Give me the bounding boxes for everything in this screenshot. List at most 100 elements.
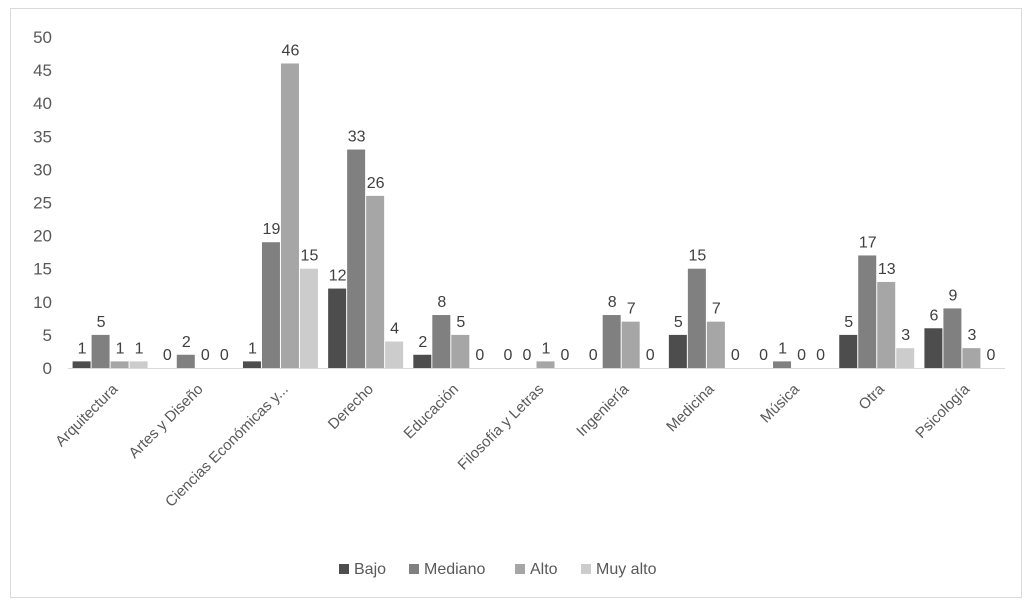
bar-8-1 xyxy=(773,361,792,368)
legend-swatch-2 xyxy=(515,564,525,574)
data-label-1-0: 0 xyxy=(163,347,172,364)
y-tick-label-1: 5 xyxy=(43,326,52,345)
bar-9-0 xyxy=(839,334,858,368)
legend-label-2: Alto xyxy=(530,561,558,578)
data-label-0-0: 1 xyxy=(78,340,87,357)
bar-0-1 xyxy=(91,334,110,368)
y-tick-label-4: 20 xyxy=(33,227,52,246)
y-tick-label-2: 10 xyxy=(33,293,52,312)
data-label-10-0: 6 xyxy=(929,307,938,324)
data-label-5-2: 1 xyxy=(542,340,551,357)
data-label-9-0: 5 xyxy=(844,314,853,331)
category-label-9: Otra xyxy=(855,380,888,413)
bar-7-2 xyxy=(706,321,725,368)
data-label-2-2: 46 xyxy=(282,42,300,59)
data-label-8-0: 0 xyxy=(759,347,768,364)
data-label-7-0: 5 xyxy=(674,314,683,331)
data-label-3-3: 4 xyxy=(390,321,399,338)
bar-4-1 xyxy=(432,315,451,368)
y-tick-label-0: 0 xyxy=(43,359,52,378)
data-label-5-3: 0 xyxy=(561,347,570,364)
bar-2-0 xyxy=(242,361,261,368)
bar-3-3 xyxy=(385,341,404,368)
data-label-4-2: 5 xyxy=(456,314,465,331)
bar-10-0 xyxy=(924,328,943,368)
data-label-2-0: 1 xyxy=(248,340,257,357)
bar-0-0 xyxy=(72,361,91,368)
legend-label-1: Mediano xyxy=(424,561,485,578)
y-tick-label-3: 15 xyxy=(33,260,52,279)
bar-4-2 xyxy=(451,334,470,368)
bar-7-0 xyxy=(668,334,687,368)
legend-swatch-3 xyxy=(581,564,591,574)
data-label-6-0: 0 xyxy=(589,347,598,364)
y-tick-label-9: 45 xyxy=(33,61,52,80)
data-label-0-2: 1 xyxy=(116,340,125,357)
bar-9-2 xyxy=(877,281,896,368)
bar-2-3 xyxy=(299,268,318,368)
data-label-0-3: 1 xyxy=(135,340,144,357)
bar-2-1 xyxy=(261,242,280,368)
bar-10-1 xyxy=(943,308,962,368)
data-label-2-1: 19 xyxy=(263,221,281,238)
data-label-6-1: 8 xyxy=(608,294,617,311)
bar-7-1 xyxy=(687,268,706,368)
bars xyxy=(72,63,981,368)
bar-1-1 xyxy=(176,354,195,368)
data-label-4-1: 8 xyxy=(437,294,446,311)
data-label-10-2: 3 xyxy=(967,327,976,344)
y-tick-label-6: 30 xyxy=(33,160,52,179)
data-label-10-3: 0 xyxy=(986,347,995,364)
category-label-6: Ingeniería xyxy=(573,380,633,440)
data-label-4-0: 2 xyxy=(418,334,427,351)
bar-5-2 xyxy=(536,361,555,368)
bar-0-3 xyxy=(129,361,148,368)
data-label-8-1: 1 xyxy=(778,340,787,357)
category-label-10: Psicología xyxy=(912,380,973,441)
bar-6-1 xyxy=(602,315,621,368)
chart-frame xyxy=(10,8,1022,598)
legend-swatch-1 xyxy=(409,564,419,574)
y-tick-label-8: 40 xyxy=(33,94,52,113)
category-label-0: Arquitectura xyxy=(52,380,122,450)
data-label-0-1: 5 xyxy=(97,314,106,331)
data-label-6-3: 0 xyxy=(646,347,655,364)
bar-3-0 xyxy=(328,288,347,368)
data-label-9-1: 17 xyxy=(859,234,877,251)
category-label-7: Medicina xyxy=(663,380,718,435)
bar-0-2 xyxy=(110,361,129,368)
data-label-1-1: 2 xyxy=(182,334,191,351)
data-label-8-2: 0 xyxy=(797,347,806,364)
bar-9-3 xyxy=(896,348,915,368)
category-label-3: Derecho xyxy=(325,381,377,433)
bar-3-1 xyxy=(347,149,366,368)
y-tick-label-7: 35 xyxy=(33,127,52,146)
data-label-7-1: 15 xyxy=(688,248,706,265)
legend-label-3: Muy alto xyxy=(596,561,657,578)
category-label-5: Filosofía y Letras xyxy=(455,381,548,474)
data-label-1-2: 0 xyxy=(201,347,210,364)
y-axis: 0 5 10 15 20 25 30 35 40 45 50 xyxy=(33,28,52,378)
data-label-9-3: 3 xyxy=(901,327,910,344)
data-label-9-2: 13 xyxy=(878,261,896,278)
data-label-1-3: 0 xyxy=(220,347,229,364)
data-label-10-1: 9 xyxy=(948,287,957,304)
legend: Bajo Mediano Alto Muy alto xyxy=(339,561,657,578)
data-label-7-2: 7 xyxy=(712,301,721,318)
legend-swatch-0 xyxy=(339,564,349,574)
data-label-5-0: 0 xyxy=(504,347,513,364)
data-label-5-1: 0 xyxy=(523,347,532,364)
category-label-8: Música xyxy=(757,380,803,426)
category-label-1: Artes y Diseño xyxy=(126,381,207,462)
data-label-3-0: 12 xyxy=(329,268,347,285)
data-label-3-2: 26 xyxy=(367,175,385,192)
bar-9-1 xyxy=(858,255,877,368)
data-label-2-3: 15 xyxy=(301,248,319,265)
data-label-6-2: 7 xyxy=(627,301,636,318)
y-tick-label-5: 25 xyxy=(33,194,52,213)
data-label-3-1: 33 xyxy=(348,129,366,146)
data-label-8-3: 0 xyxy=(816,347,825,364)
